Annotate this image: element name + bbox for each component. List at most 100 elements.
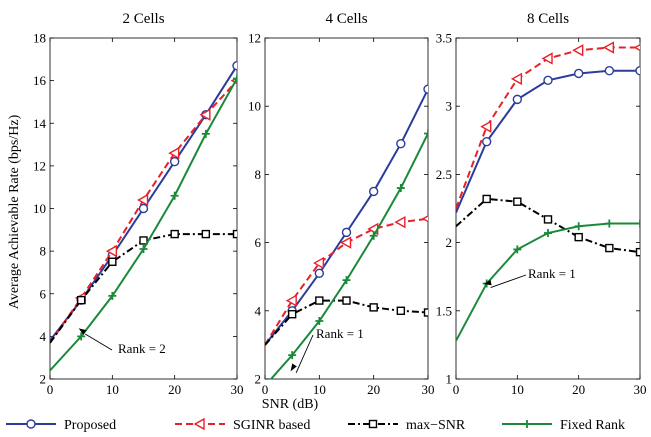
legend-marker (193, 417, 205, 431)
y-tick-label: 16 (33, 73, 47, 88)
data-point (543, 75, 553, 85)
panel-title: 8 Cells (527, 11, 569, 27)
y-tick-label: 6 (40, 286, 47, 301)
y-tick-label: 6 (255, 235, 262, 250)
y-tick-label: 2 (255, 372, 262, 387)
y-tick-label: 4 (40, 329, 47, 344)
data-point (139, 244, 148, 253)
data-point (633, 43, 640, 52)
data-point (287, 310, 297, 319)
data-point (482, 194, 491, 204)
legend-marker (26, 419, 36, 429)
annotation-arrowhead (483, 279, 492, 286)
data-point (285, 294, 297, 307)
data-point (636, 219, 640, 228)
data-point (605, 243, 614, 253)
data-point (288, 351, 297, 360)
data-point (604, 66, 615, 76)
data-point (201, 229, 211, 239)
data-point (201, 129, 210, 138)
data-point (513, 245, 522, 254)
panel-title: 2 Cells (122, 11, 164, 27)
annotation-label: Rank = 2 (118, 341, 166, 356)
y-tick-label: 14 (33, 116, 47, 131)
data-point (369, 231, 378, 240)
annotation-label: Rank = 1 (316, 326, 364, 341)
data-point (574, 232, 583, 242)
data-point (635, 247, 640, 257)
data-point (77, 332, 86, 341)
data-point (396, 184, 405, 193)
data-point (199, 108, 211, 121)
y-tick-label: 10 (248, 99, 261, 114)
y-tick-label: 18 (33, 31, 46, 46)
x-tick-label: 0 (262, 382, 269, 397)
legend-marker (368, 419, 378, 429)
data-point (421, 215, 428, 223)
data-point (635, 66, 640, 76)
x-tick-label: 30 (422, 382, 435, 397)
data-point (170, 191, 179, 200)
legend-item-proposed: Proposed (6, 418, 116, 433)
y-tick-label: 12 (33, 158, 46, 173)
legend-label: SGINR based (233, 418, 310, 433)
data-point (423, 84, 428, 94)
legend-item-sginr-based: SGINR based (175, 417, 310, 433)
x-tick-label: 20 (168, 382, 181, 397)
y-tick-label: 2 (446, 235, 453, 250)
plot-frame (264, 37, 429, 380)
y-tick-label: 12 (248, 31, 261, 46)
x-tick-label: 0 (47, 382, 54, 397)
data-point (572, 44, 584, 57)
annotation-arrow (295, 334, 314, 373)
data-point (232, 229, 237, 239)
data-point (369, 303, 378, 312)
x-tick-label: 30 (231, 382, 244, 397)
data-point (480, 120, 492, 133)
data-point (315, 317, 324, 326)
x-tick-label: 10 (511, 382, 524, 397)
annotation-arrow (84, 333, 113, 351)
series-max-snr (50, 229, 237, 344)
data-point (314, 268, 325, 278)
data-point (139, 236, 148, 245)
data-point (232, 61, 237, 71)
data-point (137, 193, 149, 207)
legend: Proposed SGINR based max−SNR Fixed Rank (6, 417, 625, 433)
data-point (424, 129, 428, 138)
data-point (341, 227, 352, 238)
data-point (105, 244, 118, 258)
panel-title: 4 Cells (325, 11, 367, 27)
data-point (170, 229, 179, 239)
x-tick-label: 20 (572, 382, 585, 397)
data-point (423, 308, 428, 317)
series-fixed-rank (269, 129, 428, 379)
plot-frame (455, 37, 641, 380)
y-tick-label: 4 (255, 303, 262, 318)
x-tick-label: 10 (313, 382, 326, 397)
data-point (108, 291, 117, 300)
legend-label: max−SNR (406, 418, 466, 433)
y-axis-label: Average Achievable Rate (bps/Hz) (7, 114, 22, 309)
y-tick-label: 2 (40, 372, 47, 387)
y-tick-label: 3 (446, 99, 453, 114)
data-point (312, 256, 325, 270)
legend-marker (523, 420, 531, 428)
panel-2-cells: 2 Cells 0 10 20 30 2 4 6 8 10 12 14 16 18 Rank = 2 (33, 11, 244, 397)
y-tick-label: 8 (255, 167, 262, 182)
data-point (396, 139, 406, 149)
data-point (573, 68, 584, 79)
panel-4-cells: 4 Cells 0 10 20 30 2 4 6 8 10 12 Rank = 1 (248, 11, 435, 397)
data-point (396, 306, 406, 315)
data-point (169, 156, 180, 167)
series-max-snr (456, 194, 640, 257)
legend-item-fixed-rank: Fixed Rank (502, 418, 625, 433)
y-tick-label: 1.5 (436, 303, 452, 318)
series-proposed (456, 66, 640, 213)
annotation-arrowhead (290, 363, 297, 372)
x-tick-label: 30 (634, 382, 647, 397)
annotation-arrow (490, 274, 527, 288)
data-point (368, 186, 379, 197)
y-tick-label: 10 (33, 201, 46, 216)
